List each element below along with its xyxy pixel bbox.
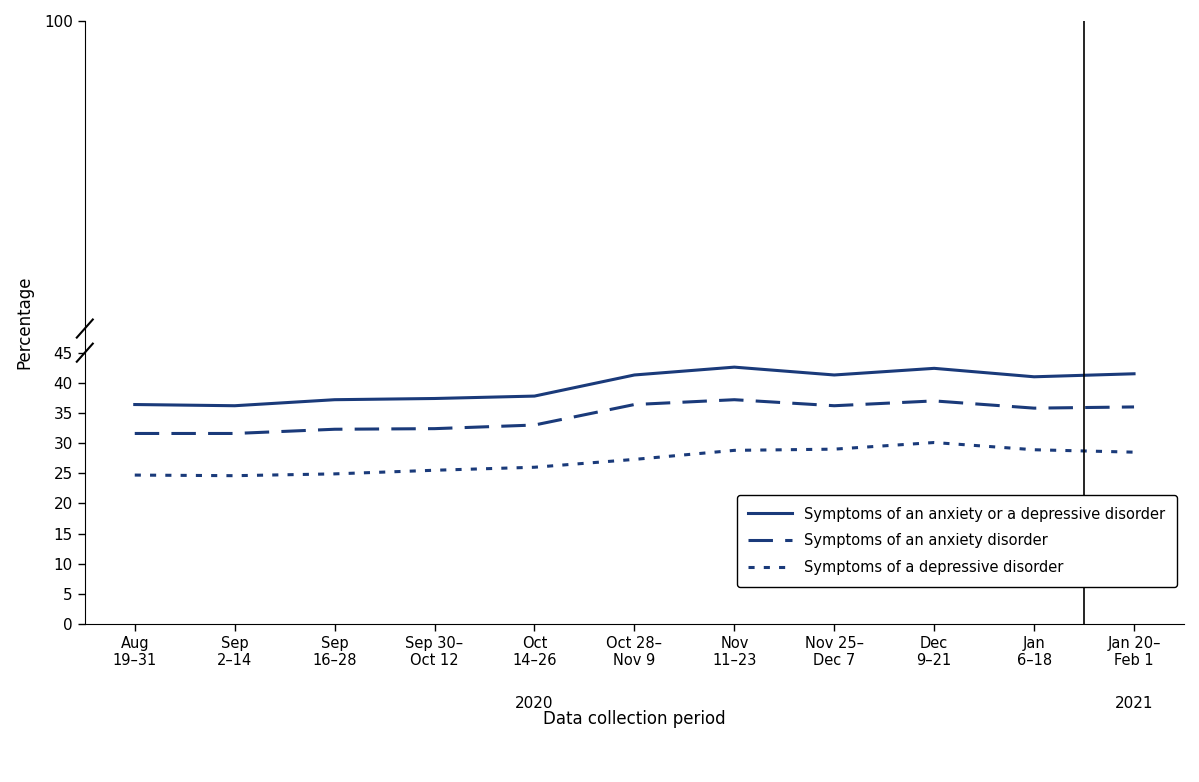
Legend: Symptoms of an anxiety or a depressive disorder, Symptoms of an anxiety disorder: Symptoms of an anxiety or a depressive d… bbox=[737, 495, 1176, 586]
Text: 2021: 2021 bbox=[1115, 696, 1153, 712]
X-axis label: Data collection period: Data collection period bbox=[543, 710, 725, 728]
Y-axis label: Percentage: Percentage bbox=[16, 276, 34, 369]
Text: 2020: 2020 bbox=[516, 696, 554, 712]
